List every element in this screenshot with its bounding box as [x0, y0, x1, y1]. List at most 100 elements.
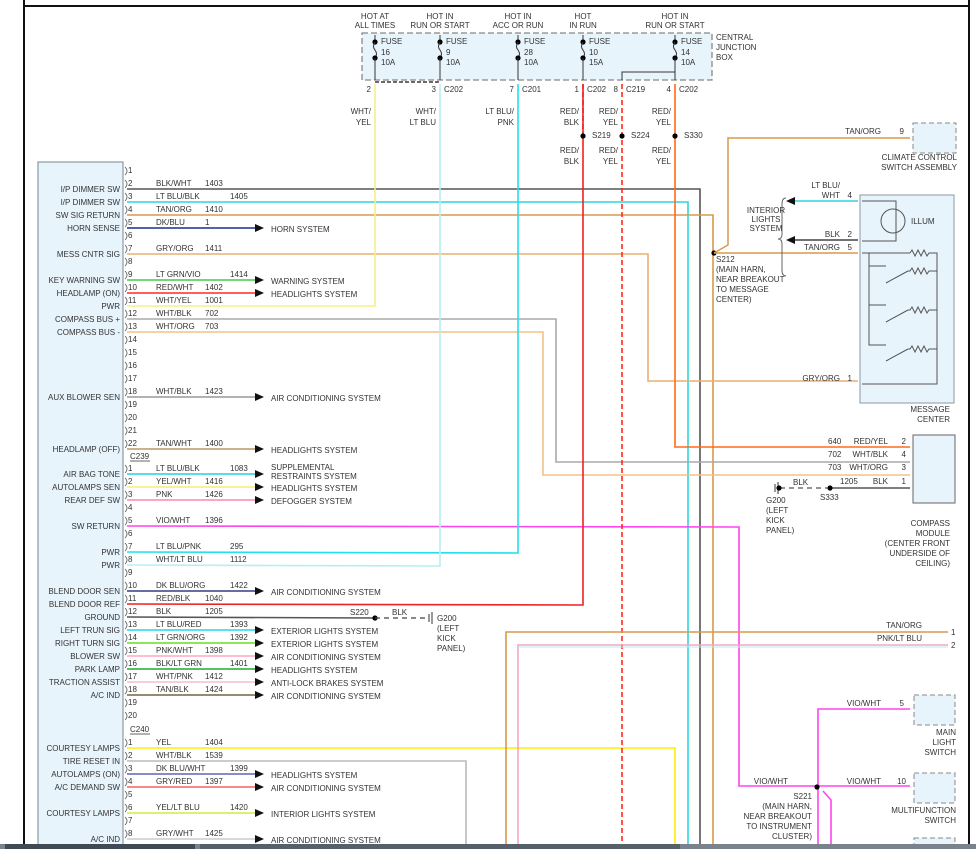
wire-color-label: LT BLU/RED	[156, 620, 202, 629]
circuit-number: 1422	[230, 581, 248, 590]
circuit-number: 1410	[205, 205, 223, 214]
arrow-icon	[255, 470, 264, 478]
pin-number: 14	[128, 335, 137, 344]
destination-system-label: AIR CONDITIONING SYSTEM	[271, 692, 381, 701]
fuse-amperage: 10A	[524, 58, 539, 67]
pin-number: 8	[128, 257, 133, 266]
pin-terminal-icon	[124, 374, 128, 384]
hot-label: RUN OR START	[410, 21, 469, 30]
circuit-number: 1393	[230, 620, 248, 629]
destination-system-label: DEFOGGER SYSTEM	[271, 497, 352, 506]
wire-color-label: RED/BLK	[156, 594, 191, 603]
pin-terminal-icon	[124, 764, 128, 774]
wire-color-label: GRY/ORG	[802, 374, 840, 383]
splice-s219	[580, 133, 586, 139]
splice-id: S219	[592, 131, 611, 140]
pin-number: 2	[128, 179, 133, 188]
wire-color-label: VIO/WHT	[156, 516, 190, 525]
fuse-number: 14	[681, 48, 690, 57]
pin-function-label: PWR	[101, 302, 120, 311]
wire-1205	[126, 616, 376, 619]
pin-number: 7	[128, 542, 133, 551]
splice-s330	[672, 133, 678, 139]
hot-label: HOT IN	[427, 12, 454, 21]
circuit-number: 1	[205, 218, 210, 227]
scrollbar-thumb[interactable]	[5, 844, 195, 849]
wire-color-label: VIO/WHT	[754, 777, 788, 786]
pin-terminal-icon	[124, 490, 128, 500]
pin-function-label: HORN SENSE	[67, 224, 120, 233]
wire-color-label: RED/	[599, 107, 619, 116]
wire-color-label: WHT/	[416, 107, 437, 116]
circuit-number: 1112	[230, 555, 247, 564]
wire-1411	[127, 253, 858, 382]
destination-system-label: HEADLIGHTS SYSTEM	[271, 771, 358, 780]
connector-id: C202	[587, 85, 607, 94]
pin-number: 2	[367, 85, 372, 94]
pin-terminal-icon	[124, 387, 128, 397]
interior-lights-label: INTERIOR	[747, 206, 785, 215]
circuit-number: 1400	[205, 439, 223, 448]
pin-terminal-icon	[124, 179, 128, 189]
pin-terminal-icon	[124, 751, 128, 761]
wire-color-label: LT BLU/BLK	[156, 464, 200, 473]
pin-terminal-icon	[124, 309, 128, 319]
fuse-icon	[581, 41, 585, 59]
scrollbar-track-segment[interactable]	[200, 844, 680, 849]
pin-function-label: SW SIG RETURN	[56, 211, 121, 220]
wire-pnk-lt-blu	[517, 644, 948, 849]
pin-terminal-icon	[124, 231, 128, 241]
ground-location-label: G200	[766, 496, 786, 505]
ground-icon	[428, 612, 433, 624]
pin-number: 1	[128, 166, 133, 175]
pin-function-label: COURTESY LAMPS	[46, 744, 120, 753]
pin-terminal-icon	[124, 439, 128, 449]
wire-color-label: WHT/YEL	[156, 296, 192, 305]
wire-color-label: WHT/LT BLU	[156, 555, 203, 564]
pin-number: 7	[510, 85, 515, 94]
fuse-amperage: 10A	[446, 58, 461, 67]
pin-number: 10	[897, 777, 906, 786]
ground-location-label: PANEL)	[437, 644, 466, 653]
fuse-label: FUSE	[524, 37, 545, 46]
pin-number: 21	[128, 426, 137, 435]
branch-lead	[621, 71, 675, 80]
arrow-icon	[255, 224, 264, 232]
pin-function-label: TRACTION ASSIST	[49, 678, 120, 687]
horizontal-scrollbar[interactable]	[0, 844, 976, 849]
fuse-number: 10	[589, 48, 598, 57]
resistor-icon	[862, 248, 938, 385]
pin-number: 7	[128, 816, 133, 825]
hot-label: ALL TIMES	[355, 21, 395, 30]
arrow-icon	[255, 483, 264, 491]
pin-terminal-icon	[124, 218, 128, 228]
pin-number: 8	[128, 555, 133, 564]
destination-system-label: AIR CONDITIONING SYSTEM	[271, 394, 381, 403]
pin-function-label: I/P DIMMER SW	[61, 185, 121, 194]
wire-color-label: BLK/LT GRN	[156, 659, 202, 668]
pin-terminal-icon	[124, 685, 128, 695]
pin-function-label: AUTOLAMPS (ON)	[51, 770, 120, 779]
splice-s221-label: NEAR BREAKOUT	[744, 812, 813, 821]
wire-color-label: TAN/ORG	[845, 127, 881, 136]
switch-resistor-icon	[885, 344, 937, 362]
pin-number: 7	[128, 244, 133, 253]
arrow-icon	[255, 691, 264, 699]
hot-label: HOT AT	[361, 12, 389, 21]
pin-number: 3	[902, 463, 907, 472]
pin-number: 4	[128, 205, 133, 214]
destination-system-label: HORN SYSTEM	[271, 225, 330, 234]
destination-system-label: ANTI-LOCK BRAKES SYSTEM	[271, 679, 384, 688]
arrow-icon	[255, 496, 264, 504]
pin-number: 11	[128, 296, 137, 305]
splice-id: S224	[631, 131, 650, 140]
pin-terminal-icon	[124, 633, 128, 643]
wire-color-label: TAN/ORG	[804, 243, 840, 252]
pin-number: 14	[128, 633, 137, 642]
pin-terminal-icon	[124, 777, 128, 787]
pin-function-label: A/C IND	[91, 835, 121, 844]
pin-function-label: AUTOLAMPS SEN	[52, 483, 120, 492]
arrow-icon	[255, 289, 264, 297]
pin-function-label: I/P DIMMER SW	[61, 198, 121, 207]
